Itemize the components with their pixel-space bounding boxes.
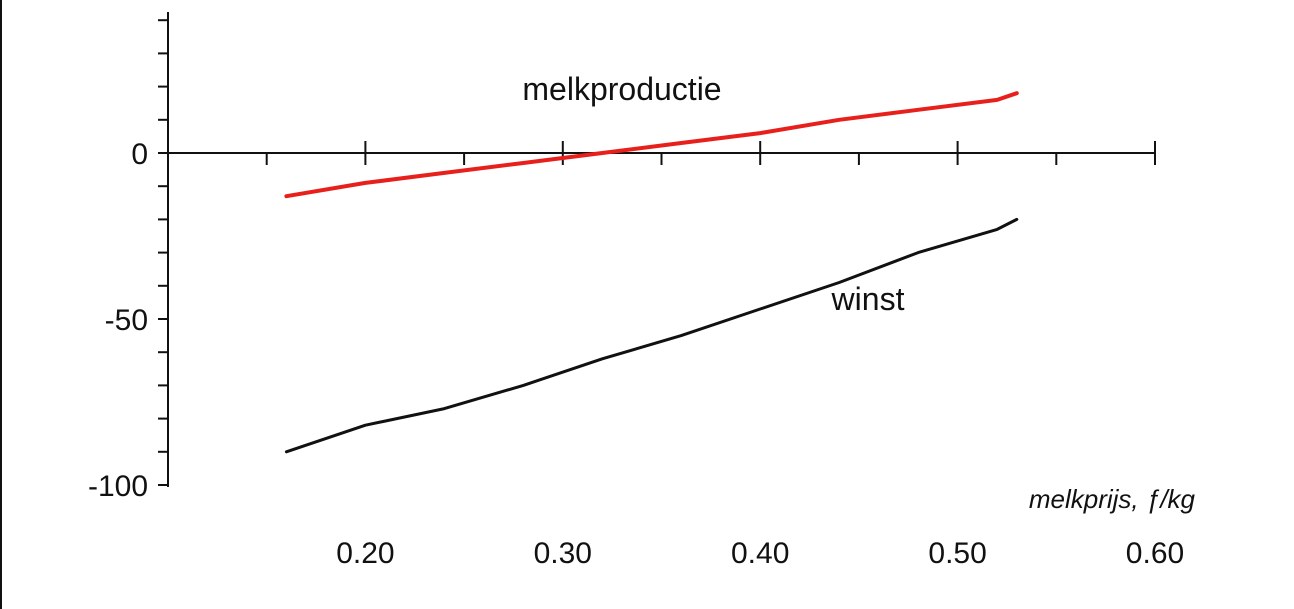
- y-tick-label: -100: [88, 470, 148, 503]
- x-tick-label: 0.40: [731, 537, 789, 570]
- series-label-melkproductie: melkproductie: [522, 71, 721, 107]
- x-tick-label: 0.50: [928, 537, 986, 570]
- series-line-winst: [284, 217, 1019, 454]
- x-axis-title: melkprijs, ƒ/kg: [1029, 484, 1196, 514]
- series-line-melkproductie: [284, 91, 1019, 199]
- x-tick-label: 0.60: [1126, 537, 1184, 570]
- x-tick-label: 0.20: [336, 537, 394, 570]
- x-tick-label: 0.30: [534, 537, 592, 570]
- x-ticks: [265, 141, 1156, 165]
- y-ticks: [158, 19, 168, 486]
- x-tick-labels: 0.20 0.30 0.40 0.50 0.60: [336, 537, 1184, 570]
- y-tick-label: -50: [105, 304, 148, 337]
- y-tick-labels: 0 -50 -100: [88, 138, 148, 503]
- series-labels: melkproductie winst: [522, 71, 904, 317]
- series-label-winst: winst: [831, 281, 905, 317]
- series-lines: [284, 91, 1019, 454]
- y-tick-label: 0: [131, 138, 148, 171]
